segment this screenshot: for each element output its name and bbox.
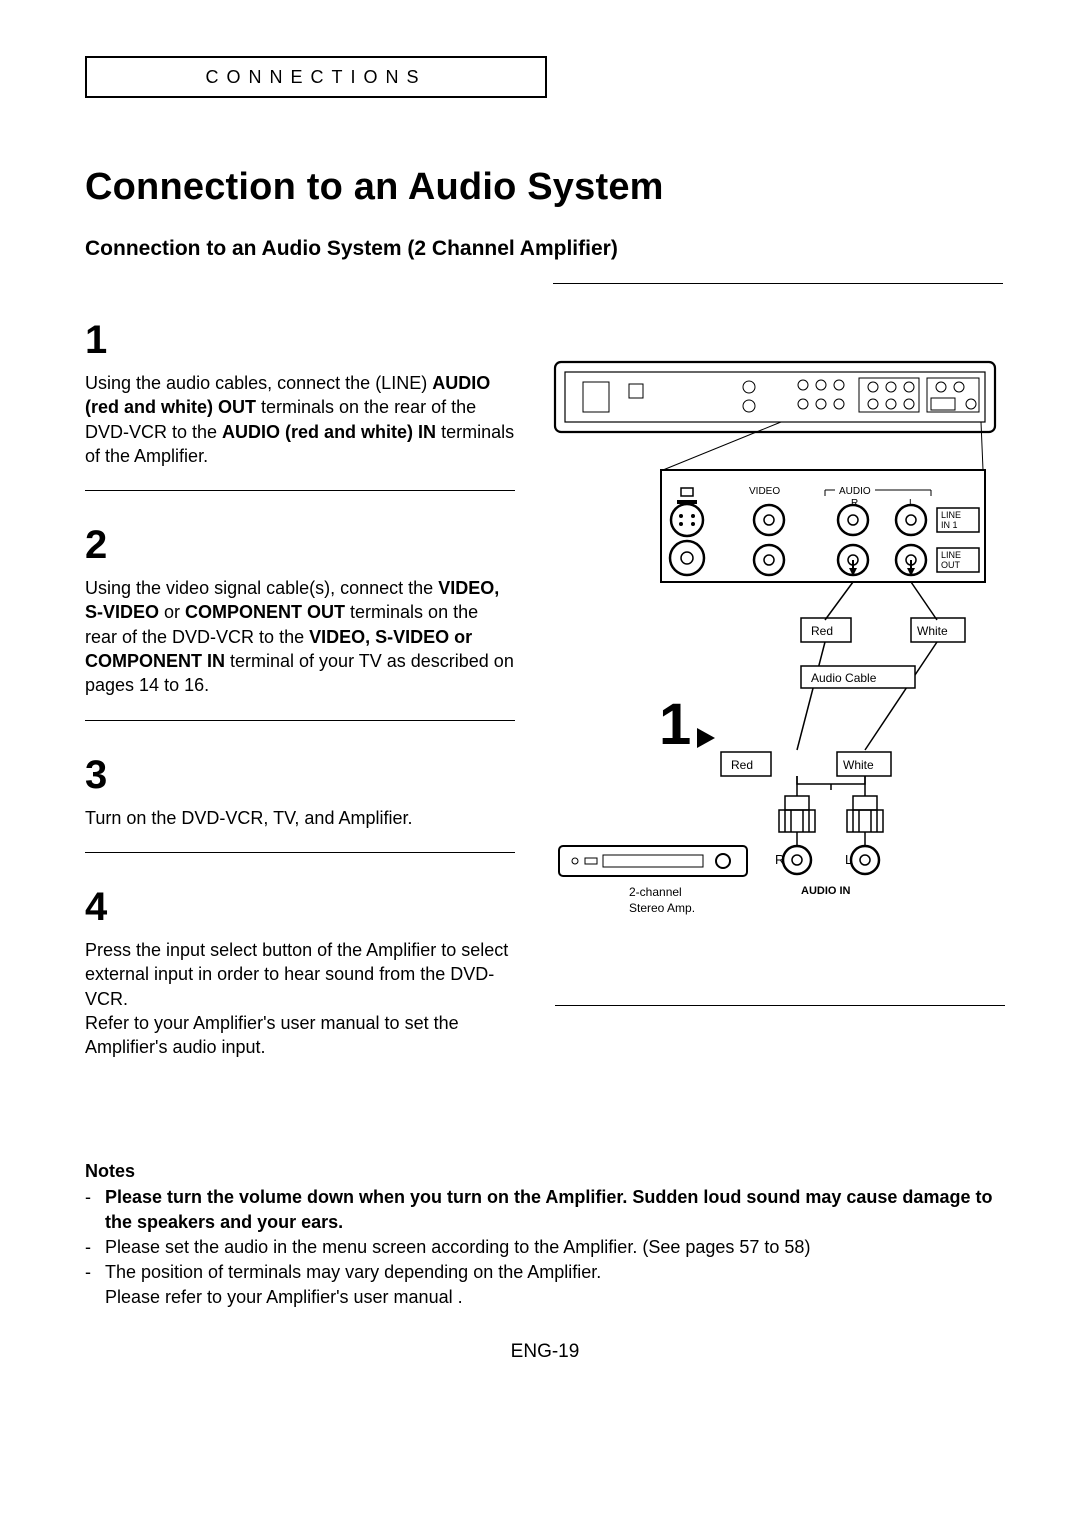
content-row: 1 Using the audio cables, connect the (LI… <box>85 286 1005 1059</box>
label-audio-cable: Audio Cable <box>811 671 877 685</box>
rca-plug-left <box>779 776 815 874</box>
label-red-1: Red <box>811 624 833 638</box>
step-number: 3 <box>85 753 515 798</box>
section-header-label: CONNECTIONS <box>205 67 426 88</box>
note-item: -Please set the audio in the menu screen… <box>85 1235 1005 1260</box>
label-l-top: L <box>909 498 915 509</box>
connection-diagram: VIDEO AUDIO R L <box>553 360 1005 945</box>
notes-heading: Notes <box>85 1159 1005 1184</box>
rca-plug-right <box>847 776 883 874</box>
step-divider <box>85 490 515 491</box>
page-number: ENG-19 <box>85 1341 1005 1363</box>
step-text: Using the video signal cable(s), connect… <box>85 576 515 697</box>
step-text: Turn on the DVD-VCR, TV, and Amplifier. <box>85 806 515 830</box>
label-amp-caption-2: Stereo Amp. <box>629 901 695 915</box>
svg-text:OUT: OUT <box>941 560 961 570</box>
label-video: VIDEO <box>749 486 780 497</box>
step-text: Using the audio cables, connect the (LIN… <box>85 371 515 468</box>
note-item: -Please turn the volume down when you tu… <box>85 1185 1005 1235</box>
diagram-svg: VIDEO AUDIO R L <box>553 360 997 940</box>
label-line-out: LINE <box>941 550 961 560</box>
step-divider <box>85 720 515 721</box>
step-divider <box>85 852 515 853</box>
section-header-box: CONNECTIONS <box>85 56 547 98</box>
notes-section: Notes -Please turn the volume down when … <box>85 1159 1005 1310</box>
label-audio-in: AUDIO IN <box>801 885 851 897</box>
note-item: -The position of terminals may vary depe… <box>85 1260 1005 1310</box>
page-title: Connection to an Audio System <box>85 166 1005 209</box>
label-audio: AUDIO <box>839 486 871 497</box>
diagram-column: VIDEO AUDIO R L <box>537 286 1005 1059</box>
label-line-in1: LINE <box>941 510 961 520</box>
steps-column: 1 Using the audio cables, connect the (LI… <box>85 286 515 1059</box>
page-subtitle: Connection to an Audio System (2 Channel… <box>85 237 1005 261</box>
label-white-1: White <box>917 624 948 638</box>
step-number: 1 <box>85 318 515 363</box>
page: CONNECTIONS Connection to an Audio Syste… <box>0 0 1080 1533</box>
svg-text:IN 1: IN 1 <box>941 520 958 530</box>
step-number: 2 <box>85 523 515 568</box>
divider-diagram-bottom <box>555 1005 1005 1006</box>
step-text: Press the input select button of the Amp… <box>85 938 515 1059</box>
label-amp-caption-1: 2-channel <box>629 885 682 899</box>
notes-list: -Please turn the volume down when you tu… <box>85 1185 1005 1311</box>
step-number: 4 <box>85 885 515 930</box>
label-amp-l: L <box>845 852 852 867</box>
label-r-top: R <box>851 498 858 509</box>
divider-top <box>553 283 1003 284</box>
label-white-2: White <box>843 758 874 772</box>
label-red-2: Red <box>731 758 753 772</box>
label-amp-r: R <box>775 852 784 867</box>
diagram-step-marker: 1 <box>659 692 691 757</box>
